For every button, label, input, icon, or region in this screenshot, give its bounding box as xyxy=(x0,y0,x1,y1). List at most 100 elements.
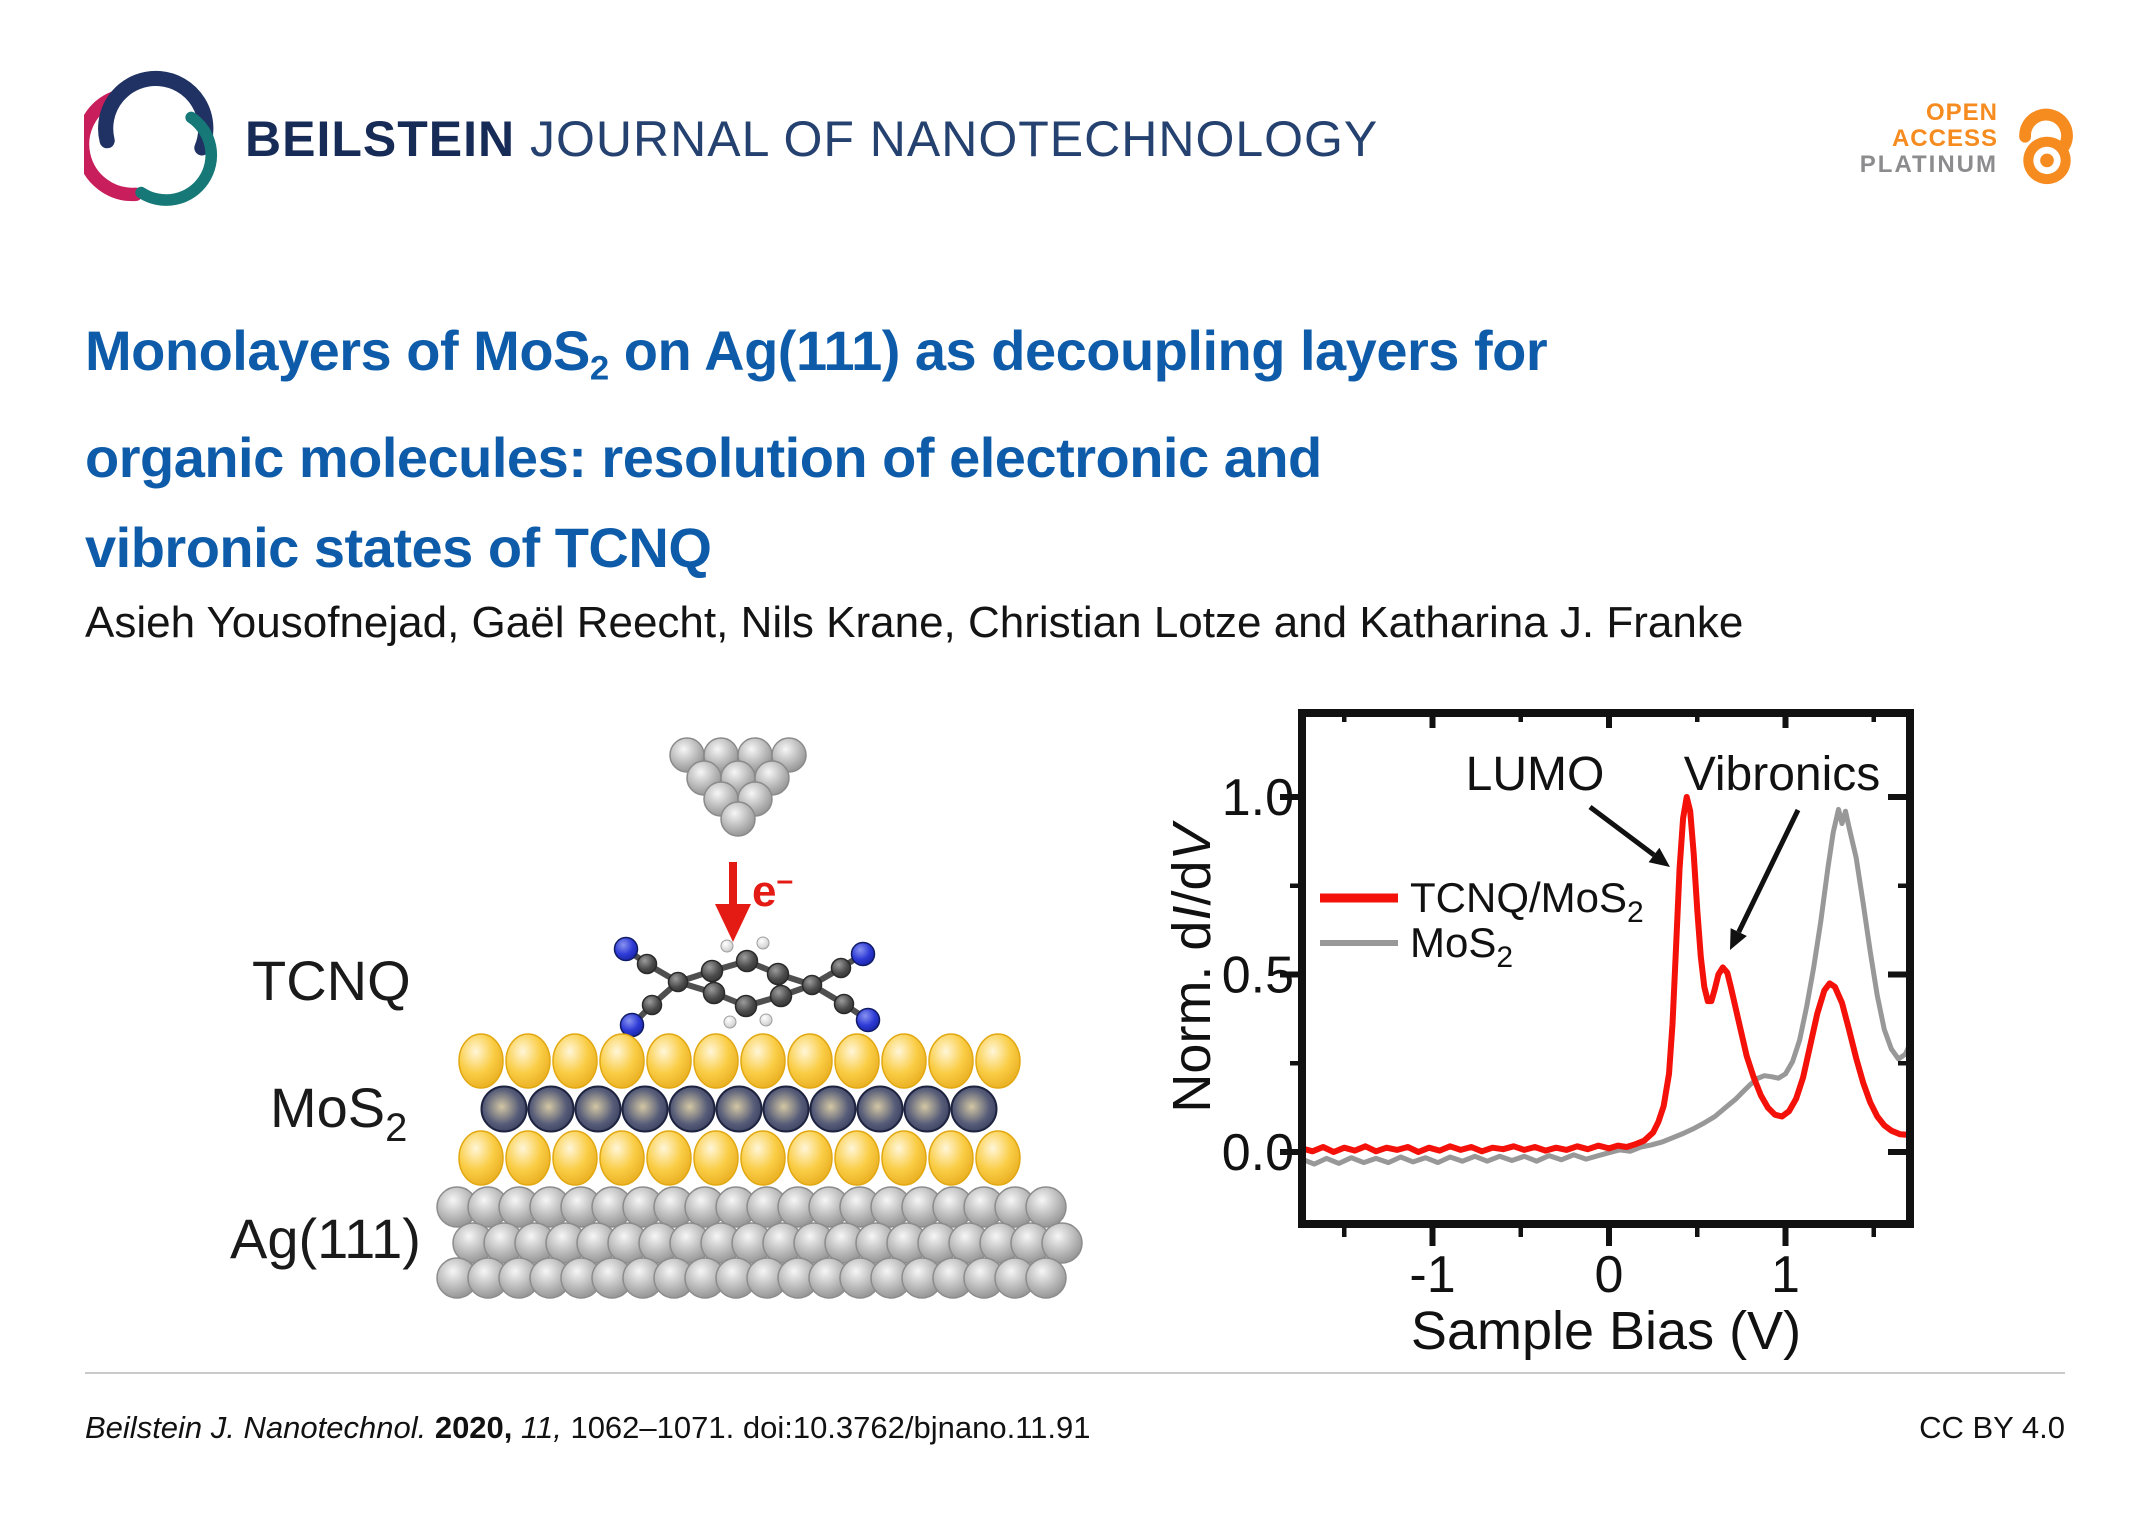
logo-teal-arc xyxy=(135,111,218,206)
sulfur-atom xyxy=(552,1033,598,1089)
sulfur-atom xyxy=(740,1130,786,1186)
sulfur-atom xyxy=(505,1130,551,1186)
vibronics-arrow xyxy=(1730,808,1801,950)
journal-name: BEILSTEIN JOURNAL OF NANOTECHNOLOGY xyxy=(245,110,1378,168)
molybdenum-row xyxy=(480,1085,998,1133)
footer-divider xyxy=(85,1372,2065,1374)
label-ag111: Ag(111) xyxy=(230,1207,421,1270)
molybdenum-atom xyxy=(903,1085,951,1133)
molybdenum-atom xyxy=(950,1085,998,1133)
curve-mos2 xyxy=(1302,806,1910,1167)
license-label: CC BY 4.0 xyxy=(1919,1410,2065,1445)
nitrogen-atom xyxy=(619,1012,645,1038)
carbon-atom xyxy=(830,957,852,979)
citation-journal: Beilstein J. Nanotechnol. xyxy=(85,1410,427,1445)
sulfur-atom xyxy=(458,1130,504,1186)
citation: Beilstein J. Nanotechnol. 2020, 11, 1062… xyxy=(85,1410,1090,1446)
silver-atom xyxy=(1025,1186,1067,1228)
x-tick-labels: -1 0 1 xyxy=(1409,1246,1800,1304)
sulfur-atom xyxy=(881,1033,927,1089)
molybdenum-atom xyxy=(715,1085,763,1133)
sulfur-atom xyxy=(928,1033,974,1089)
nitrogen-atom xyxy=(855,1007,881,1033)
open-access-lock-icon xyxy=(2019,108,2073,185)
molybdenum-atom xyxy=(621,1085,669,1133)
carbon-atom xyxy=(766,962,790,986)
logo-navy-arc xyxy=(98,70,214,156)
carbon-atom xyxy=(769,984,793,1008)
title-line-3: vibronic states of TCNQ xyxy=(85,516,712,580)
open-label: OPEN xyxy=(1925,99,1998,126)
beilstein-logo-icon xyxy=(84,70,218,206)
molybdenum-atom xyxy=(480,1085,528,1133)
sulfur-atom xyxy=(787,1130,833,1186)
sulfur-atom xyxy=(975,1033,1021,1089)
label-tcnq: TCNQ xyxy=(252,949,411,1012)
molybdenum-atom xyxy=(809,1085,857,1133)
sulfur-atom xyxy=(928,1130,974,1186)
carbon-atom xyxy=(667,971,689,993)
curve-tcnq-mos2 xyxy=(1302,794,1910,1155)
access-label: ACCESS xyxy=(1891,125,1998,152)
silver-substrate xyxy=(436,1186,1083,1299)
citation-pages-doi: 1062–1071. doi:10.3762/bjnano.11.91 xyxy=(570,1410,1091,1445)
silver-atom xyxy=(1025,1257,1067,1299)
molybdenum-atom xyxy=(668,1085,716,1133)
carbon-atom xyxy=(641,994,663,1016)
y-tick-label: 1.0 xyxy=(1222,769,1294,827)
lumo-arrow xyxy=(1588,805,1670,867)
y-tick-labels: 0.0 0.5 1.0 xyxy=(1222,769,1294,1182)
x-tick-label: 0 xyxy=(1595,1246,1624,1304)
platinum-label: PLATINUM xyxy=(1859,151,1998,178)
electron-arrow xyxy=(715,862,751,942)
sulfur-atom xyxy=(646,1130,692,1186)
open-access-badge: OPEN ACCESS PLATINUM xyxy=(1860,100,1998,178)
sulfur-atom xyxy=(693,1033,739,1089)
arrow-line xyxy=(1588,805,1656,857)
annotation-vibronics: Vibronics xyxy=(1684,748,1881,801)
sulfur-atom xyxy=(787,1033,833,1089)
nitrogen-atom xyxy=(613,936,639,962)
hydrogen-atom xyxy=(759,1013,773,1027)
title-line-1-subscript: 2 xyxy=(589,349,609,388)
legend-label: MoS2 xyxy=(1410,919,1513,974)
title-line-1-text: Monolayers of MoS xyxy=(85,318,590,382)
x-tick-label: 1 xyxy=(1771,1246,1800,1304)
sulfur-atom xyxy=(458,1033,504,1089)
x-axis-label: Sample Bias (V) xyxy=(1411,1301,1801,1361)
sulfur-atom xyxy=(975,1130,1021,1186)
journal-name-rest: JOURNAL OF NANOTECHNOLOGY xyxy=(515,111,1379,167)
article-title: Monolayers of MoS2 on Ag(111) as decoupl… xyxy=(85,306,1548,594)
sulfur-bottom-row xyxy=(458,1130,1021,1186)
arrow-head xyxy=(1648,847,1670,867)
carbon-atom xyxy=(833,993,855,1015)
electron-label: e– xyxy=(752,864,793,916)
arrow-head xyxy=(1730,928,1747,950)
carbon-atom xyxy=(700,959,724,983)
stm-tip xyxy=(669,737,807,837)
annotation-lumo: LUMO xyxy=(1466,748,1605,801)
authors-line: Asieh Yousofnejad, Gaël Reecht, Nils Kra… xyxy=(85,598,1744,647)
didv-spectra-chart: -1 0 1 0.0 0.5 1.0 Sample Bias (V) Norm. dI/dV T… xyxy=(1170,709,1914,1361)
citation-year: 2020, xyxy=(434,1410,513,1445)
title-line-1: Monolayers of MoS2 on Ag(111) as decoupl… xyxy=(85,306,1548,414)
hydrogen-atom xyxy=(723,1015,737,1029)
carbon-atom xyxy=(734,994,758,1018)
molybdenum-atom xyxy=(856,1085,904,1133)
carbon-atom xyxy=(801,974,823,996)
logo-pink-arc xyxy=(84,91,143,202)
molybdenum-atom xyxy=(574,1085,622,1133)
x-tick-label: -1 xyxy=(1409,1246,1455,1304)
carbon-atom xyxy=(636,953,658,975)
journal-name-bold: BEILSTEIN xyxy=(245,111,516,167)
sulfur-atom xyxy=(599,1033,645,1089)
stm-schematic-figure: e– TCNQ MoS2 Ag(111) xyxy=(230,737,1083,1299)
y-tick-label: 0.5 xyxy=(1222,947,1294,1005)
title-line-2: organic molecules: resolution of electro… xyxy=(85,426,1322,490)
tcnq-molecule xyxy=(613,936,881,1038)
molybdenum-atom xyxy=(762,1085,810,1133)
sulfur-atom xyxy=(599,1130,645,1186)
hydrogen-atom xyxy=(720,939,734,953)
sulfur-atom xyxy=(552,1130,598,1186)
sulfur-atom xyxy=(881,1130,927,1186)
